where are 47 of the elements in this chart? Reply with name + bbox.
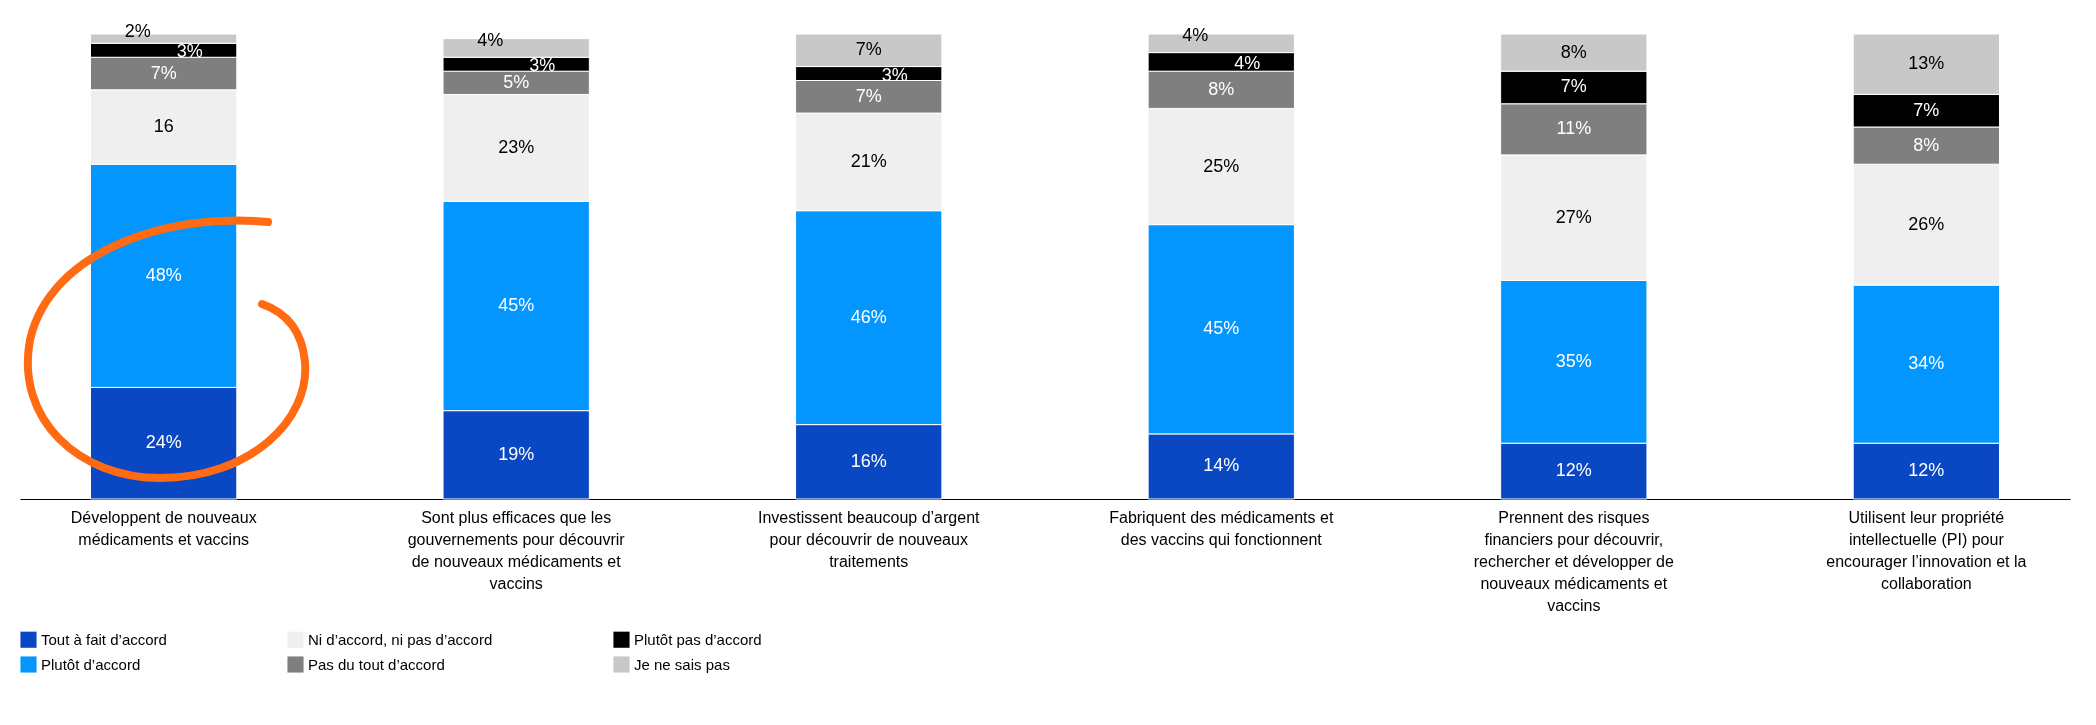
data-label: 14% [1203,455,1240,476]
data-label: 24% [145,432,182,453]
x-tick-label: Fabriquent des médicaments et des vaccins qui fonctionnent [1109,508,1334,548]
data-label: 46% [850,306,887,327]
x-tick-label: Prennent des risques financiers pour découvrir, rechercher et développer de nouveaux médicaments et vaccins [1473,508,1674,614]
data-label: 5% [503,71,530,92]
legend-label: Pas du tout d’accord [308,655,445,673]
data-label: 7% [1560,76,1587,97]
data-label: 8% [1560,41,1587,62]
data-label: 4% [477,29,504,50]
data-label: 25% [1203,155,1240,176]
data-label: 3% [529,55,556,76]
data-label: 19% [498,443,535,464]
legend-label: Plutôt pas d’accord [634,630,762,648]
data-label: 8% [1208,78,1235,99]
data-label: 7% [855,39,882,60]
data-label: 26% [1908,213,1945,234]
legend-label: Tout à fait d’accord [41,630,167,648]
data-label: 3% [176,41,203,62]
x-tick-label: Utilisent leur propriété intellectuelle (PI) pour encourager l’innovation et la collaboration [1826,508,2027,592]
data-label: 27% [1555,206,1592,227]
data-label: 12% [1908,460,1945,481]
data-label: 16 [153,116,174,136]
data-label: 21% [850,150,887,171]
data-label: 7% [1913,99,1940,120]
data-label: 16% [850,450,887,471]
data-label: 4% [1234,52,1261,73]
data-label: 35% [1555,350,1592,371]
data-label: 11% [1556,118,1592,139]
data-label: 8% [1913,134,1940,155]
data-label: 45% [498,295,535,316]
data-label: 7% [855,85,882,106]
legend-label: Je ne sais pas [634,655,730,673]
data-label: 12% [1555,460,1592,481]
data-label: 34% [1908,353,1945,374]
x-tick-label: Sont plus efficaces que les gouvernements pour découvrir de nouveaux médicaments et vaccins [407,508,626,592]
data-label: 48% [145,264,182,285]
data-label: 7% [150,62,177,83]
data-label: 2% [124,20,151,41]
x-tick-label: Développent de nouveaux médicaments et vaccins [70,508,257,548]
data-label: 13% [1908,53,1945,74]
data-label: 45% [1203,318,1240,339]
data-label: 23% [498,136,535,157]
data-label: 4% [1182,25,1209,46]
legend-label: Ni d’accord, ni pas d’accord [308,630,493,648]
x-tick-label: Investissent beaucoup d’argent pour découvrir de nouveaux traitements [757,508,981,570]
legend-label: Plutôt d’accord [41,655,141,673]
